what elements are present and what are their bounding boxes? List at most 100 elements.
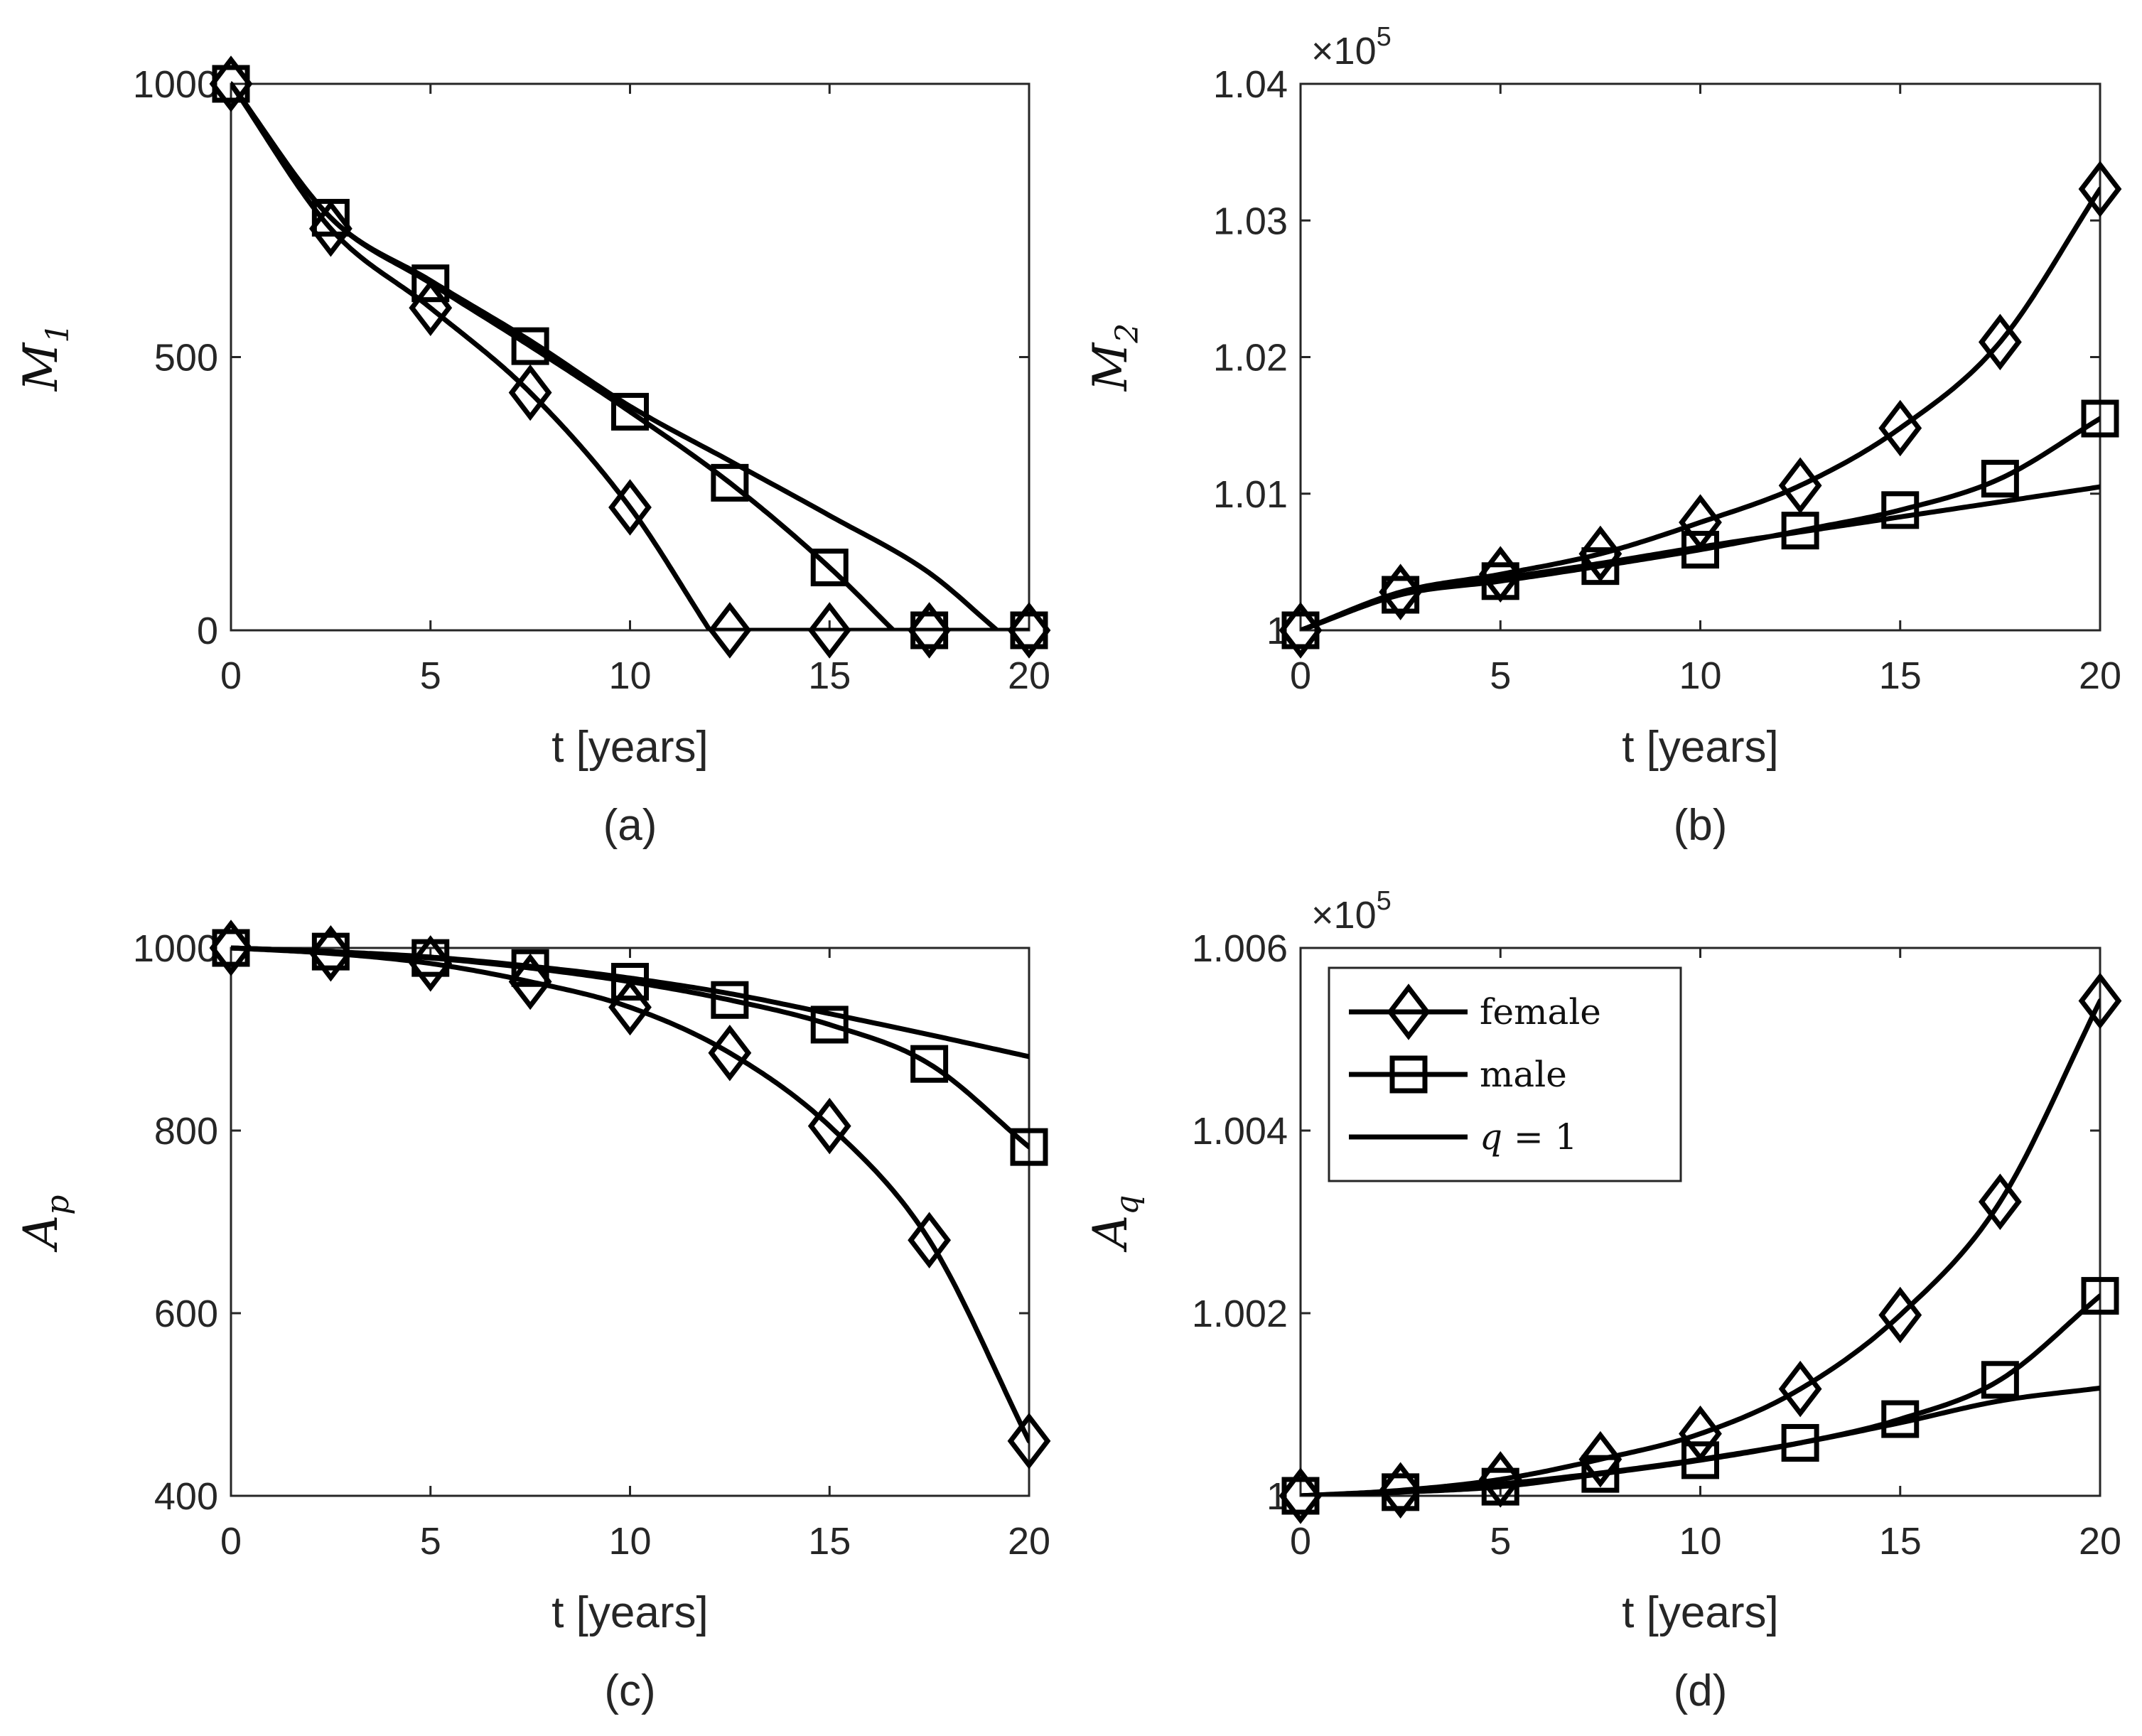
x-tick-label: 10 <box>1679 1520 1721 1563</box>
square-marker <box>212 65 250 103</box>
square-marker <box>910 1045 949 1083</box>
legend-entry-q1-label: q = 1 <box>1480 1116 1578 1158</box>
square-marker <box>1981 1361 2019 1399</box>
square-marker <box>1981 460 2019 498</box>
legend-entry-male-label: male <box>1480 1054 1567 1095</box>
diamond-marker <box>1978 313 2022 371</box>
square-marker <box>1010 1128 1048 1166</box>
diamond-marker <box>508 953 552 1010</box>
x-tick-label: 10 <box>1679 654 1721 697</box>
square-marker <box>711 463 749 502</box>
series-line-female <box>231 945 1029 1444</box>
x-tick-label: 15 <box>808 654 851 697</box>
axis-exponent: ×105 <box>1311 886 1392 937</box>
panel-label: (c) <box>604 1666 655 1715</box>
diamond-marker <box>1578 1430 1622 1488</box>
panel-label: (b) <box>1674 801 1728 850</box>
square-marker <box>1681 1441 1719 1479</box>
x-tick-label: 15 <box>1879 654 1922 697</box>
x-tick-label: 5 <box>1490 1520 1511 1563</box>
diamond-marker <box>209 55 253 112</box>
x-axis-label: t [years] <box>1622 723 1779 772</box>
diamond-marker <box>2078 161 2122 217</box>
diamond-marker <box>2078 972 2122 1030</box>
diamond-marker <box>1387 983 1431 1040</box>
panel-label: (d) <box>1674 1666 1728 1715</box>
x-tick-label: 5 <box>420 654 441 697</box>
axes-box <box>230 82 1030 632</box>
square-marker <box>1681 531 1719 569</box>
square-marker <box>1481 1467 1519 1506</box>
diamond-marker <box>708 1025 752 1082</box>
y-tick-label: 1.02 <box>1213 337 1288 379</box>
square-marker <box>1389 1055 1428 1094</box>
square-marker <box>1382 576 1420 614</box>
series-line-q1 <box>231 945 1029 1060</box>
square-marker <box>1781 1423 1819 1462</box>
diamond-marker <box>1878 1286 1922 1344</box>
square-marker <box>1281 611 1320 649</box>
y-tick-label: 1.002 <box>1192 1293 1288 1335</box>
diamond-marker <box>1279 602 1323 659</box>
diamond-marker <box>1007 602 1051 659</box>
y-axis-label: Aq <box>1083 1195 1146 1254</box>
panel-a: 0 5 10 15 20 0 500 1000 t [years] (a) M1 <box>14 55 1051 850</box>
legend: female male q = 1 <box>1328 966 1682 1182</box>
diamond-marker <box>1978 1173 2022 1230</box>
diamond-marker <box>1578 525 1622 583</box>
x-tick-label: 10 <box>608 654 651 697</box>
diamond-marker <box>1279 1467 1323 1524</box>
square-marker <box>810 549 849 587</box>
y-tick-label: 1000 <box>133 63 218 106</box>
panel-label: (a) <box>603 801 657 850</box>
y-axis-label: Ap <box>14 1195 76 1254</box>
square-marker <box>711 981 749 1019</box>
y-tick-label: 1000 <box>133 927 218 970</box>
diamond-marker <box>708 602 752 659</box>
square-marker <box>910 611 949 649</box>
diamond-marker <box>1778 457 1822 514</box>
x-tick-label: 15 <box>1879 1520 1922 1563</box>
diamond-marker <box>1679 494 1722 551</box>
square-marker <box>1382 1473 1420 1511</box>
square-marker <box>810 1006 849 1044</box>
y-axis-label: M1 <box>14 323 76 392</box>
panel-c: 0 5 10 15 20 400 600 800 1000 t [years] (c) Ap <box>14 920 1051 1715</box>
square-marker <box>411 939 450 977</box>
diamond-marker <box>1878 399 1922 457</box>
square-marker <box>411 264 450 303</box>
y-tick-label: 600 <box>154 1293 218 1335</box>
diamond-marker <box>409 935 453 992</box>
square-marker <box>311 198 350 237</box>
square-marker <box>2081 399 2119 438</box>
square-marker <box>1781 512 1819 550</box>
square-marker <box>1881 1400 1920 1438</box>
x-tick-label: 5 <box>1490 654 1511 697</box>
x-tick-label: 20 <box>2079 1520 2121 1563</box>
y-tick-label: 1.004 <box>1192 1110 1288 1153</box>
series-line-female <box>231 81 1029 630</box>
square-marker <box>1481 562 1519 600</box>
x-tick-label: 20 <box>1008 1520 1050 1563</box>
square-marker <box>1581 547 1620 586</box>
y-tick-label: 1.03 <box>1213 200 1288 242</box>
x-tick-label: 10 <box>608 1520 651 1563</box>
legend-entry-female-label: female <box>1480 991 1601 1033</box>
y-tick-label: 1.006 <box>1192 927 1288 970</box>
square-marker <box>1281 1477 1320 1515</box>
y-axis-label: M2 <box>1083 323 1146 392</box>
axes-box <box>1299 82 2101 632</box>
diamond-marker <box>308 200 352 257</box>
x-tick-label: 0 <box>1290 1520 1311 1563</box>
square-marker <box>611 963 649 1001</box>
diamond-marker <box>908 602 952 659</box>
y-tick-label: 1.01 <box>1213 473 1288 516</box>
square-marker <box>1581 1455 1620 1493</box>
x-tick-label: 0 <box>220 654 242 697</box>
square-marker <box>1010 611 1048 649</box>
y-tick-label: 400 <box>154 1475 218 1518</box>
x-tick-label: 5 <box>420 1520 441 1563</box>
